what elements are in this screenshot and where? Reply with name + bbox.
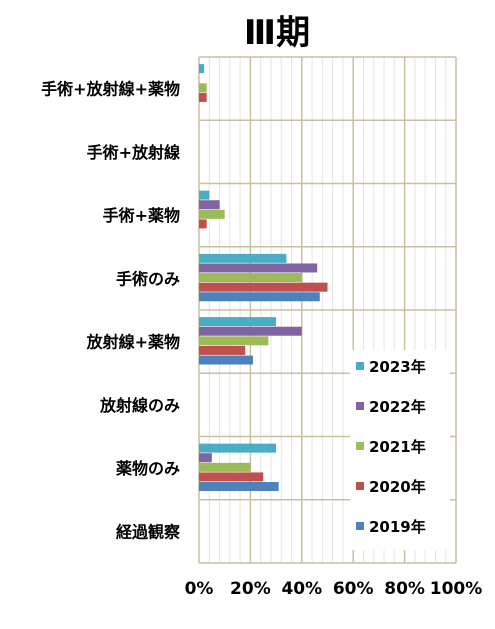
legend-swatch xyxy=(356,362,364,370)
category-label: 放射線のみ xyxy=(99,396,180,415)
bar xyxy=(199,253,287,263)
legend-label: 2020年 xyxy=(369,478,426,496)
category-label: 手術のみ xyxy=(116,269,180,288)
legend-box xyxy=(350,350,450,550)
x-tick-label: 60% xyxy=(333,579,374,599)
category-label: 手術+放射線 xyxy=(87,143,180,162)
x-tick-label: 20% xyxy=(230,579,271,599)
bar xyxy=(199,209,225,219)
legend-swatch xyxy=(356,482,364,490)
category-label: 放射線+薬物 xyxy=(86,333,180,352)
bar xyxy=(199,219,207,229)
bar xyxy=(199,453,212,463)
x-tick-label: 100% xyxy=(430,579,483,599)
bar xyxy=(199,443,277,453)
legend-label: 2022年 xyxy=(369,398,426,416)
bar xyxy=(199,355,253,365)
bar xyxy=(199,326,302,336)
category-label: 手術+放射線+薬物 xyxy=(41,80,180,99)
category-label: 薬物のみ xyxy=(115,459,180,478)
bar xyxy=(199,317,277,327)
legend-swatch xyxy=(356,522,364,530)
bar xyxy=(199,292,320,302)
bar xyxy=(199,273,302,283)
legend-swatch xyxy=(356,402,364,410)
bar xyxy=(199,92,207,102)
category-label: 経過観察 xyxy=(116,522,181,541)
x-tick-label: 0% xyxy=(185,579,214,599)
category-labels: 手術+放射線+薬物手術+放射線手術+薬物手術のみ放射線+薬物放射線のみ薬物のみ経… xyxy=(41,80,181,542)
legend-swatch xyxy=(356,442,364,450)
legend-label: 2023年 xyxy=(369,358,426,376)
bar xyxy=(199,336,269,346)
x-tick-label: 80% xyxy=(384,579,425,599)
bar xyxy=(199,200,220,210)
x-tick-label: 40% xyxy=(281,579,322,599)
legend-label: 2019年 xyxy=(369,518,426,536)
bar xyxy=(199,190,210,200)
category-label: 手術+薬物 xyxy=(103,206,180,225)
bar xyxy=(199,83,207,93)
legend-label: 2021年 xyxy=(369,438,426,456)
bar xyxy=(199,472,264,482)
bar xyxy=(199,263,318,273)
bar xyxy=(199,282,328,292)
bar xyxy=(199,345,246,355)
chart-title: Ⅲ期 xyxy=(244,13,310,53)
legend: 2023年 2022年 2021年 2020年 2019年 xyxy=(350,350,450,550)
bars xyxy=(199,64,328,492)
bar xyxy=(199,64,205,74)
bar xyxy=(199,482,279,492)
bar xyxy=(199,462,251,472)
x-tick-labels: 0% 20% 40% 60% 80% 100% xyxy=(185,579,483,599)
